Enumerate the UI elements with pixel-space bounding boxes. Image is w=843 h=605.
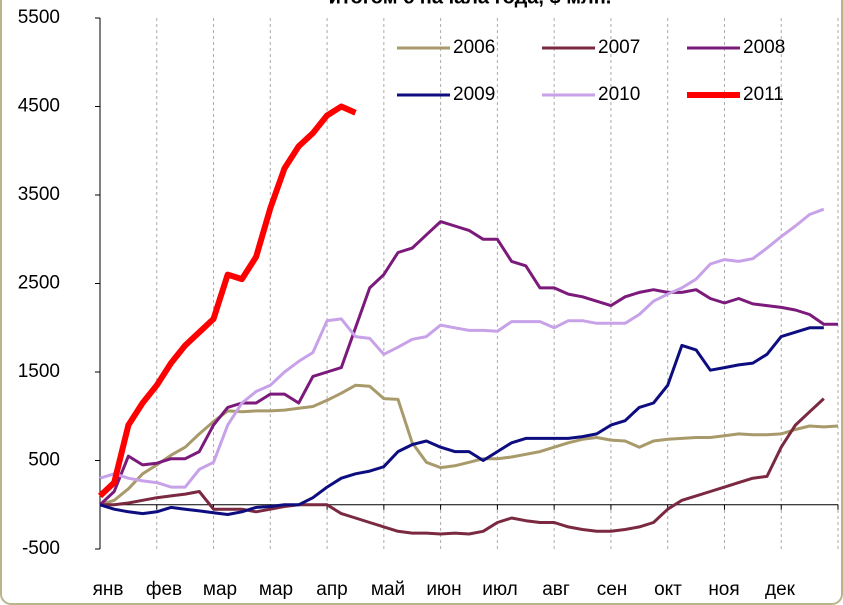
- y-tick-label: 3500: [18, 184, 60, 205]
- series-line: [99, 326, 824, 516]
- legend-label: 2008: [743, 37, 785, 58]
- legend-label: 2009: [453, 84, 495, 105]
- x-tick-label: июн: [426, 579, 461, 600]
- x-tick-label: авг: [542, 579, 570, 600]
- x-tick-label: июл: [482, 579, 518, 600]
- y-tick-label: -500: [22, 538, 60, 559]
- x-tick-label: янв: [93, 579, 124, 600]
- x-tick-label: фев: [146, 579, 182, 600]
- x-tick-label: окт: [654, 579, 682, 600]
- x-tick-label: дек: [765, 579, 796, 600]
- y-tick-label: 1500: [18, 361, 60, 382]
- series-line: [97, 103, 357, 499]
- legend-label: 2007: [598, 37, 640, 58]
- legend-label: 2011: [743, 84, 784, 105]
- x-tick-label: мар: [203, 579, 237, 600]
- legend-label: 2006: [453, 37, 495, 58]
- y-tick-label: 2500: [18, 273, 60, 294]
- y-tick-label: 4500: [18, 96, 60, 117]
- x-tick-label: май: [371, 579, 405, 600]
- y-tick-label: 5500: [18, 7, 60, 28]
- x-tick-label: сен: [597, 579, 628, 600]
- y-tick-label: 500: [28, 450, 60, 471]
- x-tick-label: мар: [259, 579, 293, 600]
- legend-label: 2010: [598, 84, 640, 105]
- x-tick-label: ноя: [708, 579, 739, 600]
- chart-title: итогом с начала года, $ млн.: [329, 0, 612, 8]
- x-tick-label: апр: [316, 579, 347, 600]
- series-line: [99, 207, 825, 489]
- series-line: [98, 220, 838, 506]
- series-line: [100, 397, 825, 536]
